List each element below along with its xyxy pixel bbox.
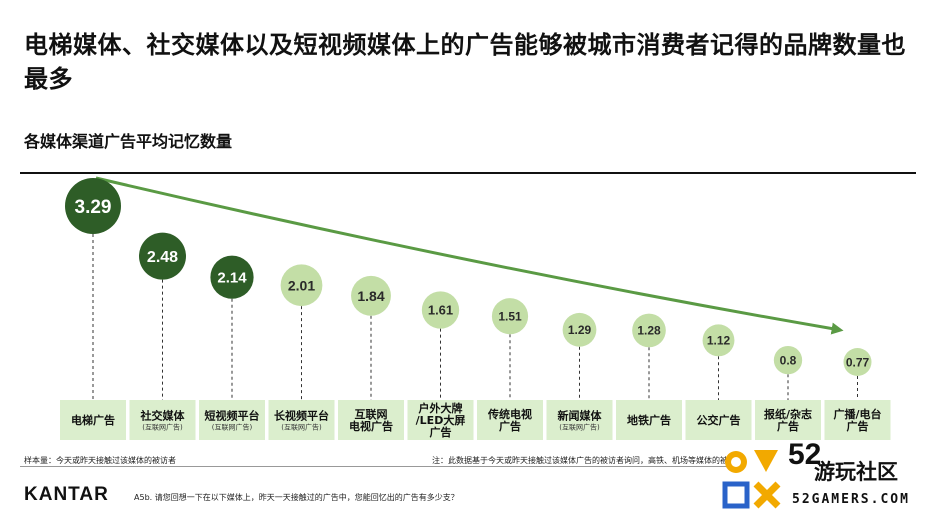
category-label: 广告 — [777, 419, 799, 433]
category-sublabel: (互联网广告) — [281, 423, 322, 432]
category-label: 广播/电台 — [833, 407, 881, 421]
category-label: 长视频平台 — [274, 409, 329, 423]
bubble — [139, 232, 186, 280]
category-box — [685, 400, 752, 440]
category-label: 短视频平台 — [205, 409, 260, 423]
category-label: 广告 — [847, 419, 869, 433]
category-sublabel: (互联网广告) — [142, 423, 183, 432]
category-label: 地铁广告 — [627, 413, 671, 427]
watermark-url: 52GAMERS.COM — [792, 492, 910, 507]
category-label: 广告 — [430, 425, 452, 439]
value-label: 0.8 — [780, 353, 797, 367]
page-title: 电梯媒体、社交媒体以及短视频媒体上的广告能够被城市消费者记得的品牌数量也最多 — [24, 31, 906, 93]
category-label: 户外大牌 — [419, 401, 463, 415]
value-label: 1.12 — [707, 334, 731, 348]
watermark-icon — [722, 450, 781, 509]
watermark-number: 52 — [788, 438, 822, 471]
category-label: 社交媒体 — [140, 409, 186, 423]
category-label: 报纸/杂志 — [764, 407, 812, 421]
bubble — [843, 348, 872, 376]
value-label: 1.29 — [568, 323, 592, 337]
category-label: /LED大屏 — [416, 413, 466, 427]
sample-size-note: 样本量：今天或昨天接触过该媒体的被访者 — [24, 456, 176, 465]
trend-arrow — [95, 176, 844, 335]
bubble — [702, 324, 735, 357]
category-label: 电梯广告 — [71, 413, 115, 427]
kantar-logo: KANTAR — [24, 484, 109, 505]
chart-subtitle: 各媒体渠道广告平均记忆数量 — [24, 132, 233, 151]
bubble — [351, 275, 391, 316]
category-box — [407, 400, 474, 440]
data-note: 注：此数据基于今天或昨天接触过该媒体广告的被访者询问，高铁、机场等媒体的被访者较… — [432, 456, 732, 465]
bubble — [562, 312, 597, 347]
category-box — [755, 400, 821, 440]
category-box — [199, 400, 265, 440]
category-box — [60, 400, 126, 440]
watermark-name: 游玩社区 — [814, 460, 898, 484]
category-box — [824, 400, 891, 440]
bubble — [491, 298, 529, 335]
value-label: 1.28 — [637, 324, 661, 338]
category-label: 新闻媒体 — [558, 409, 603, 423]
bubble — [210, 255, 254, 299]
value-label: 1.84 — [357, 288, 384, 304]
value-label: 1.61 — [428, 303, 453, 318]
category-sublabel: (互联网广告) — [559, 423, 600, 432]
value-label: 2.14 — [217, 270, 247, 287]
value-label: 3.29 — [75, 197, 112, 218]
category-box — [129, 400, 196, 440]
bubble — [773, 345, 803, 375]
category-box — [477, 400, 543, 440]
category-box — [616, 400, 682, 440]
top-divider — [20, 172, 916, 174]
value-label: 0.77 — [846, 355, 870, 369]
bubble — [280, 264, 323, 307]
bubble — [632, 313, 666, 348]
category-sublabel: (互联网广告) — [212, 423, 253, 432]
bubble — [65, 178, 121, 234]
category-label: 互联网 — [355, 407, 388, 421]
bottom-divider — [20, 466, 740, 467]
value-label: 1.51 — [498, 310, 522, 324]
category-box — [546, 400, 613, 440]
value-label: 2.01 — [288, 277, 315, 293]
category-box — [338, 400, 404, 440]
category-label: 广告 — [499, 419, 521, 433]
bubble — [421, 291, 460, 329]
category-box — [268, 400, 335, 440]
category-label: 公交广告 — [697, 413, 741, 427]
category-label: 电视广告 — [349, 419, 393, 433]
survey-question: A5b. 请您回想一下在以下媒体上，昨天一天接触过的广告中，您能回忆出的广告有多… — [134, 493, 459, 502]
value-label: 2.48 — [147, 249, 178, 266]
category-label: 传统电视 — [487, 407, 532, 421]
